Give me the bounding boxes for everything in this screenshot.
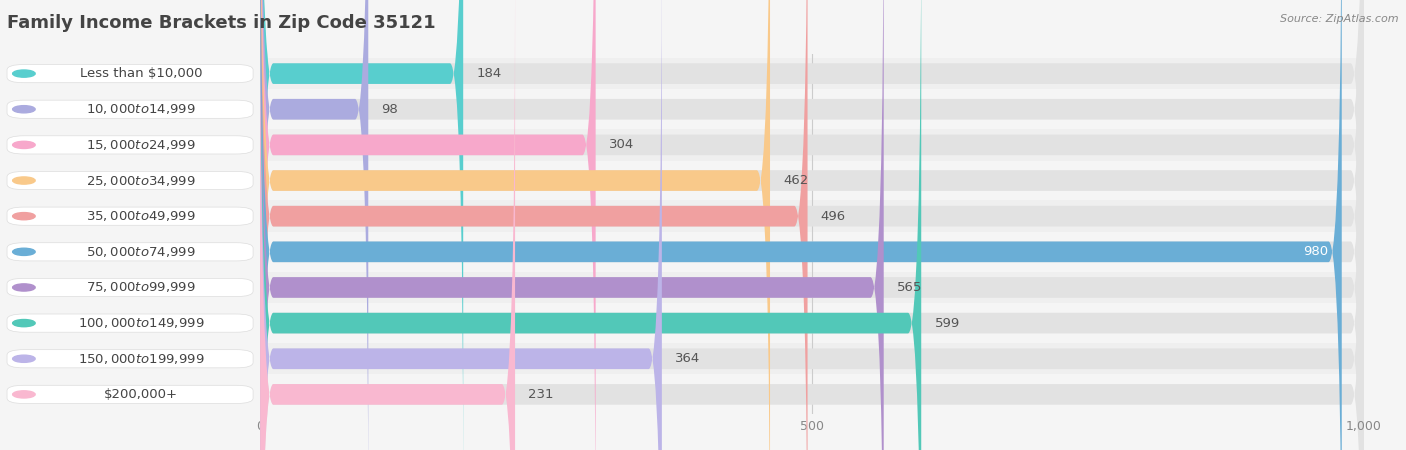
- Text: 98: 98: [381, 103, 398, 116]
- FancyBboxPatch shape: [260, 0, 921, 450]
- FancyBboxPatch shape: [260, 0, 515, 450]
- Text: 364: 364: [675, 352, 700, 365]
- Text: $10,000 to $14,999: $10,000 to $14,999: [86, 102, 197, 116]
- FancyBboxPatch shape: [260, 0, 1364, 450]
- Text: $15,000 to $24,999: $15,000 to $24,999: [86, 138, 197, 152]
- Bar: [260, 272, 1364, 303]
- Text: $35,000 to $49,999: $35,000 to $49,999: [86, 209, 197, 223]
- Bar: [260, 129, 1364, 161]
- FancyBboxPatch shape: [260, 0, 463, 450]
- FancyBboxPatch shape: [260, 0, 1364, 450]
- Text: $200,000+: $200,000+: [104, 388, 179, 401]
- Text: $50,000 to $74,999: $50,000 to $74,999: [86, 245, 197, 259]
- FancyBboxPatch shape: [260, 0, 807, 450]
- Text: Family Income Brackets in Zip Code 35121: Family Income Brackets in Zip Code 35121: [7, 14, 436, 32]
- Text: $75,000 to $99,999: $75,000 to $99,999: [86, 280, 197, 294]
- FancyBboxPatch shape: [260, 0, 368, 450]
- Text: $100,000 to $149,999: $100,000 to $149,999: [79, 316, 204, 330]
- FancyBboxPatch shape: [260, 0, 1364, 450]
- FancyBboxPatch shape: [260, 0, 662, 450]
- Text: 462: 462: [783, 174, 808, 187]
- FancyBboxPatch shape: [260, 0, 1364, 450]
- FancyBboxPatch shape: [260, 0, 770, 450]
- Text: Source: ZipAtlas.com: Source: ZipAtlas.com: [1281, 14, 1399, 23]
- Text: 184: 184: [477, 67, 502, 80]
- FancyBboxPatch shape: [260, 0, 1364, 450]
- Text: 599: 599: [935, 317, 960, 329]
- FancyBboxPatch shape: [260, 0, 1364, 450]
- FancyBboxPatch shape: [260, 0, 1341, 450]
- Text: $25,000 to $34,999: $25,000 to $34,999: [86, 174, 197, 188]
- Bar: [260, 307, 1364, 339]
- Bar: [260, 94, 1364, 125]
- Bar: [260, 201, 1364, 232]
- FancyBboxPatch shape: [260, 0, 1364, 450]
- Bar: [260, 343, 1364, 374]
- FancyBboxPatch shape: [260, 0, 884, 450]
- FancyBboxPatch shape: [260, 0, 1364, 450]
- Bar: [260, 165, 1364, 196]
- Text: Less than $10,000: Less than $10,000: [80, 67, 202, 80]
- Bar: [260, 379, 1364, 410]
- FancyBboxPatch shape: [260, 0, 1364, 450]
- Text: $150,000 to $199,999: $150,000 to $199,999: [79, 352, 204, 366]
- Text: 304: 304: [609, 139, 634, 151]
- Bar: [260, 236, 1364, 267]
- Text: 980: 980: [1303, 245, 1329, 258]
- FancyBboxPatch shape: [260, 0, 596, 450]
- Bar: [260, 58, 1364, 89]
- Text: 565: 565: [897, 281, 922, 294]
- Text: 231: 231: [529, 388, 554, 401]
- FancyBboxPatch shape: [260, 0, 1364, 450]
- Text: 496: 496: [821, 210, 846, 223]
